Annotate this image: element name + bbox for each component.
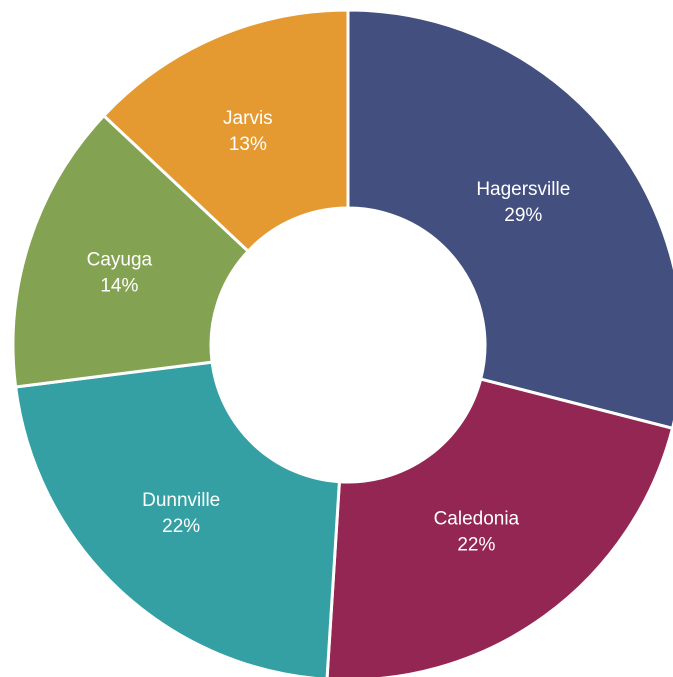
donut-slice bbox=[13, 360, 341, 677]
slice-label: Cayuga bbox=[87, 249, 153, 270]
donut-slice bbox=[346, 8, 673, 430]
slice-label: Jarvis bbox=[223, 108, 273, 129]
slice-label: Hagersville bbox=[476, 179, 570, 200]
slice-value-label: 13% bbox=[229, 134, 267, 155]
slice-label: Dunnville bbox=[142, 490, 220, 511]
donut-slice bbox=[11, 113, 251, 389]
donut-slice bbox=[101, 8, 350, 254]
slice-label: Caledonia bbox=[434, 509, 520, 530]
slice-value-label: 22% bbox=[457, 535, 495, 556]
slice-value-label: 14% bbox=[100, 275, 138, 296]
slice-value-label: 29% bbox=[504, 205, 542, 226]
donut-slice bbox=[325, 377, 673, 677]
slice-value-label: 22% bbox=[162, 516, 200, 537]
